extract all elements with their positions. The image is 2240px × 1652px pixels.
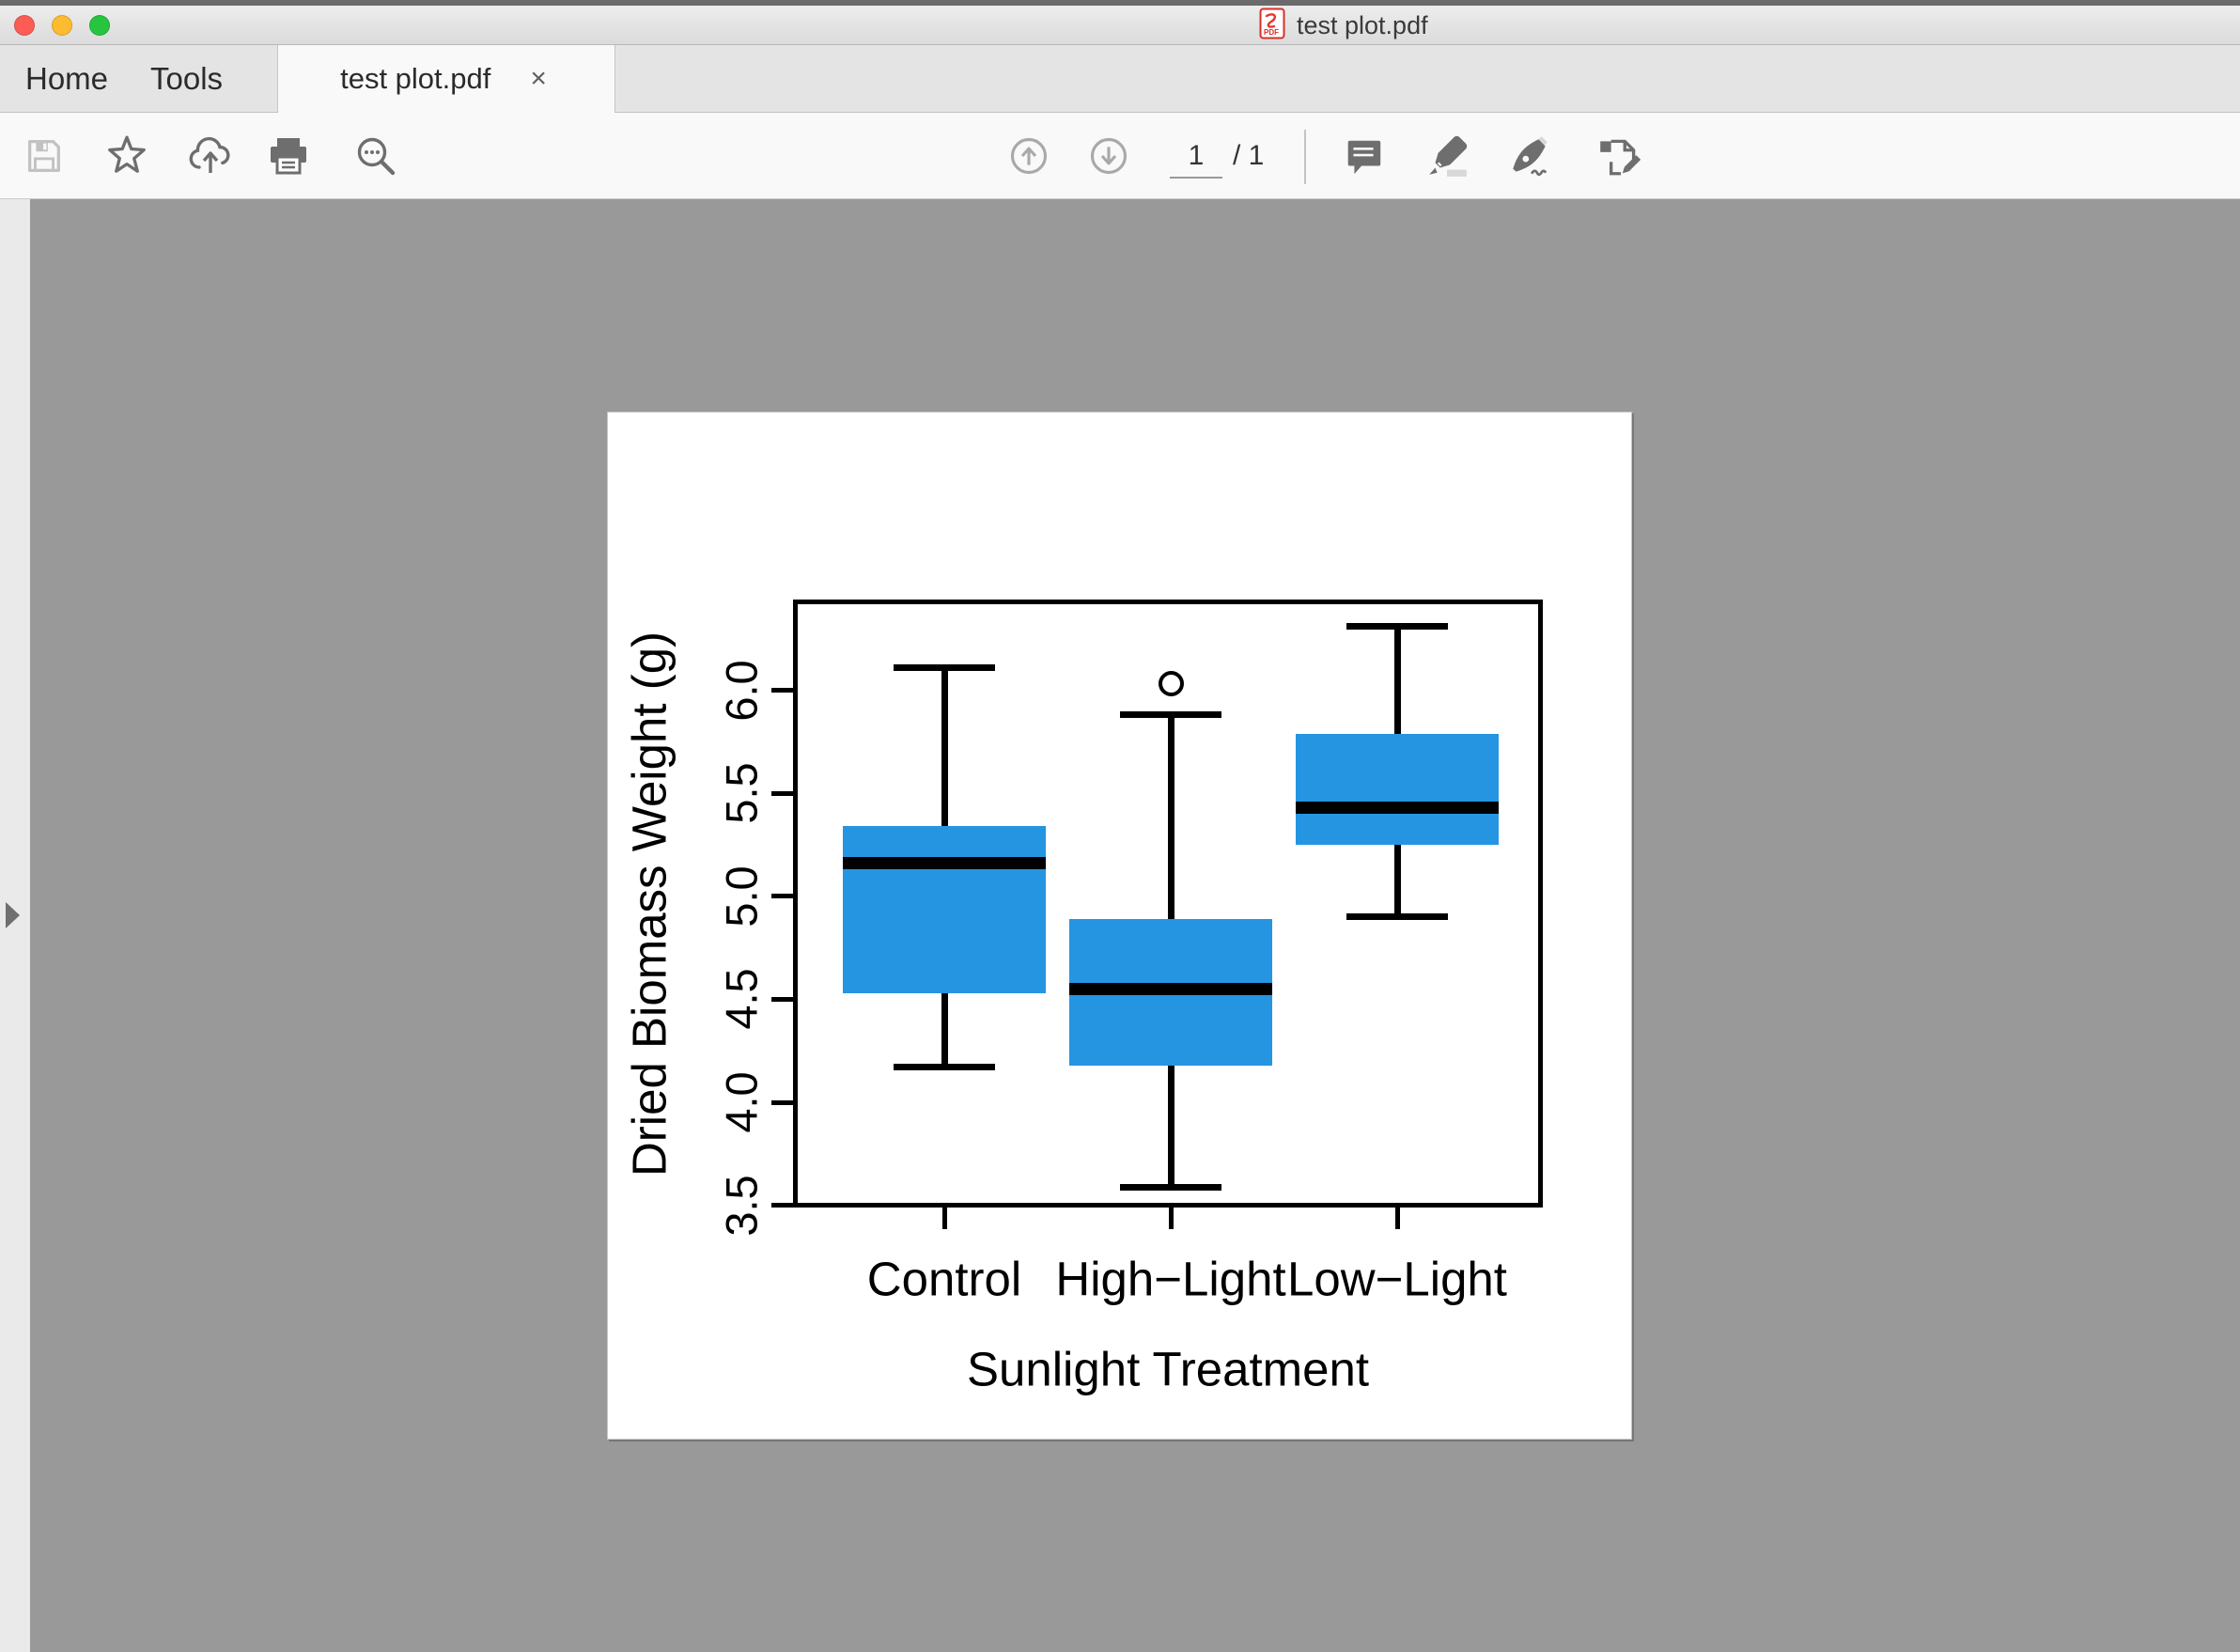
box-iqr[interactable]: [1296, 733, 1499, 845]
median-line: [1069, 983, 1272, 996]
box-iqr[interactable]: [843, 826, 1046, 993]
whisker-cap-upper: [1346, 623, 1448, 630]
print-button[interactable]: [266, 113, 311, 199]
sign-button[interactable]: [1506, 113, 1553, 199]
tab-tools[interactable]: Tools: [150, 61, 224, 96]
y-axis-label: Dried Biomass Weight (g): [622, 631, 677, 1177]
y-tick-label: 5.5: [716, 762, 767, 824]
fill-sign-icon: [1595, 132, 1642, 179]
svg-text:PDF: PDF: [1264, 28, 1279, 37]
window-title-group: PDF test plot.pdf: [1259, 6, 1428, 45]
toolbar: / 1: [0, 113, 2240, 199]
print-icon: [266, 133, 311, 179]
pdf-page: 3.5 4.0 4.5 5.0 5.5 6.0 Dried Biomass Weight (…: [607, 412, 1632, 1440]
whisker-cap-lower: [1346, 913, 1448, 921]
tab-home[interactable]: Home: [25, 61, 109, 96]
median-line: [1296, 802, 1499, 814]
expand-panel-button[interactable]: [6, 900, 28, 930]
y-axis-tick: [771, 894, 793, 899]
page-up-icon: [1009, 136, 1049, 176]
whisker-cap-lower: [1120, 1183, 1221, 1191]
page-total-label: / 1: [1233, 140, 1265, 171]
outlier-point: [1158, 671, 1184, 697]
window-top-edge: [0, 0, 2240, 6]
fill-sign-button[interactable]: [1595, 113, 1642, 199]
window-title: test plot.pdf: [1297, 10, 1428, 39]
highlight-button[interactable]: [1423, 113, 1470, 199]
document-tab-label: test plot.pdf: [340, 62, 491, 95]
x-axis-tick: [941, 1208, 947, 1229]
close-tab-icon[interactable]: ×: [530, 63, 547, 94]
comment-button[interactable]: [1342, 113, 1385, 199]
y-tick-label: 5.0: [716, 865, 767, 927]
previous-page-button[interactable]: [1009, 113, 1049, 199]
cloud-upload-icon: [186, 132, 235, 179]
zoom-window-button[interactable]: [89, 15, 110, 36]
sign-icon: [1506, 132, 1553, 179]
document-viewport: 3.5 4.0 4.5 5.0 5.5 6.0 Dried Biomass Weight (…: [0, 199, 2240, 1652]
x-axis-label: Sunlight Treatment: [966, 1342, 1370, 1396]
next-page-button[interactable]: [1089, 113, 1128, 199]
x-category-label: Control: [866, 1252, 1022, 1306]
whisker-cap-upper: [1120, 711, 1221, 719]
highlighter-icon: [1423, 132, 1470, 179]
close-window-button[interactable]: [14, 15, 35, 36]
y-tick-label: 4.5: [716, 968, 767, 1031]
save-button[interactable]: [23, 113, 66, 199]
x-category-label: High−Light: [1055, 1252, 1286, 1306]
whisker-cap-upper: [894, 663, 995, 671]
median-line: [843, 857, 1046, 870]
cloud-upload-button[interactable]: [186, 113, 235, 199]
y-axis-tick: [771, 790, 793, 796]
tab-bar: Home Tools test plot.pdf ×: [0, 45, 2240, 113]
toolbar-divider: [1304, 130, 1306, 184]
y-tick-label: 4.0: [716, 1071, 767, 1133]
y-tick-label: 6.0: [716, 659, 767, 722]
minimize-window-button[interactable]: [52, 15, 72, 36]
y-tick-label: 3.5: [716, 1175, 767, 1237]
x-axis-tick: [1168, 1208, 1174, 1229]
plot-area-box: [793, 600, 1543, 1208]
save-icon: [23, 134, 66, 178]
search-button[interactable]: [353, 113, 398, 199]
x-category-label: Low−Light: [1287, 1252, 1507, 1306]
y-axis-tick: [771, 688, 793, 693]
favorite-button[interactable]: [103, 113, 150, 199]
y-axis-tick: [771, 1099, 793, 1105]
x-axis-tick: [1394, 1208, 1400, 1229]
page-down-icon: [1089, 136, 1128, 176]
page-number-input[interactable]: [1170, 135, 1222, 179]
comment-icon: [1342, 134, 1385, 178]
y-axis-tick: [771, 996, 793, 1002]
search-icon: [353, 133, 398, 179]
pdf-file-icon: PDF: [1259, 8, 1285, 44]
titlebar: PDF test plot.pdf: [0, 6, 2240, 45]
whisker-cap-lower: [894, 1064, 995, 1071]
y-axis-tick: [771, 1203, 793, 1208]
star-icon: [103, 132, 150, 179]
document-tab[interactable]: test plot.pdf ×: [277, 45, 615, 113]
expand-panel-arrow-icon: [6, 902, 20, 928]
